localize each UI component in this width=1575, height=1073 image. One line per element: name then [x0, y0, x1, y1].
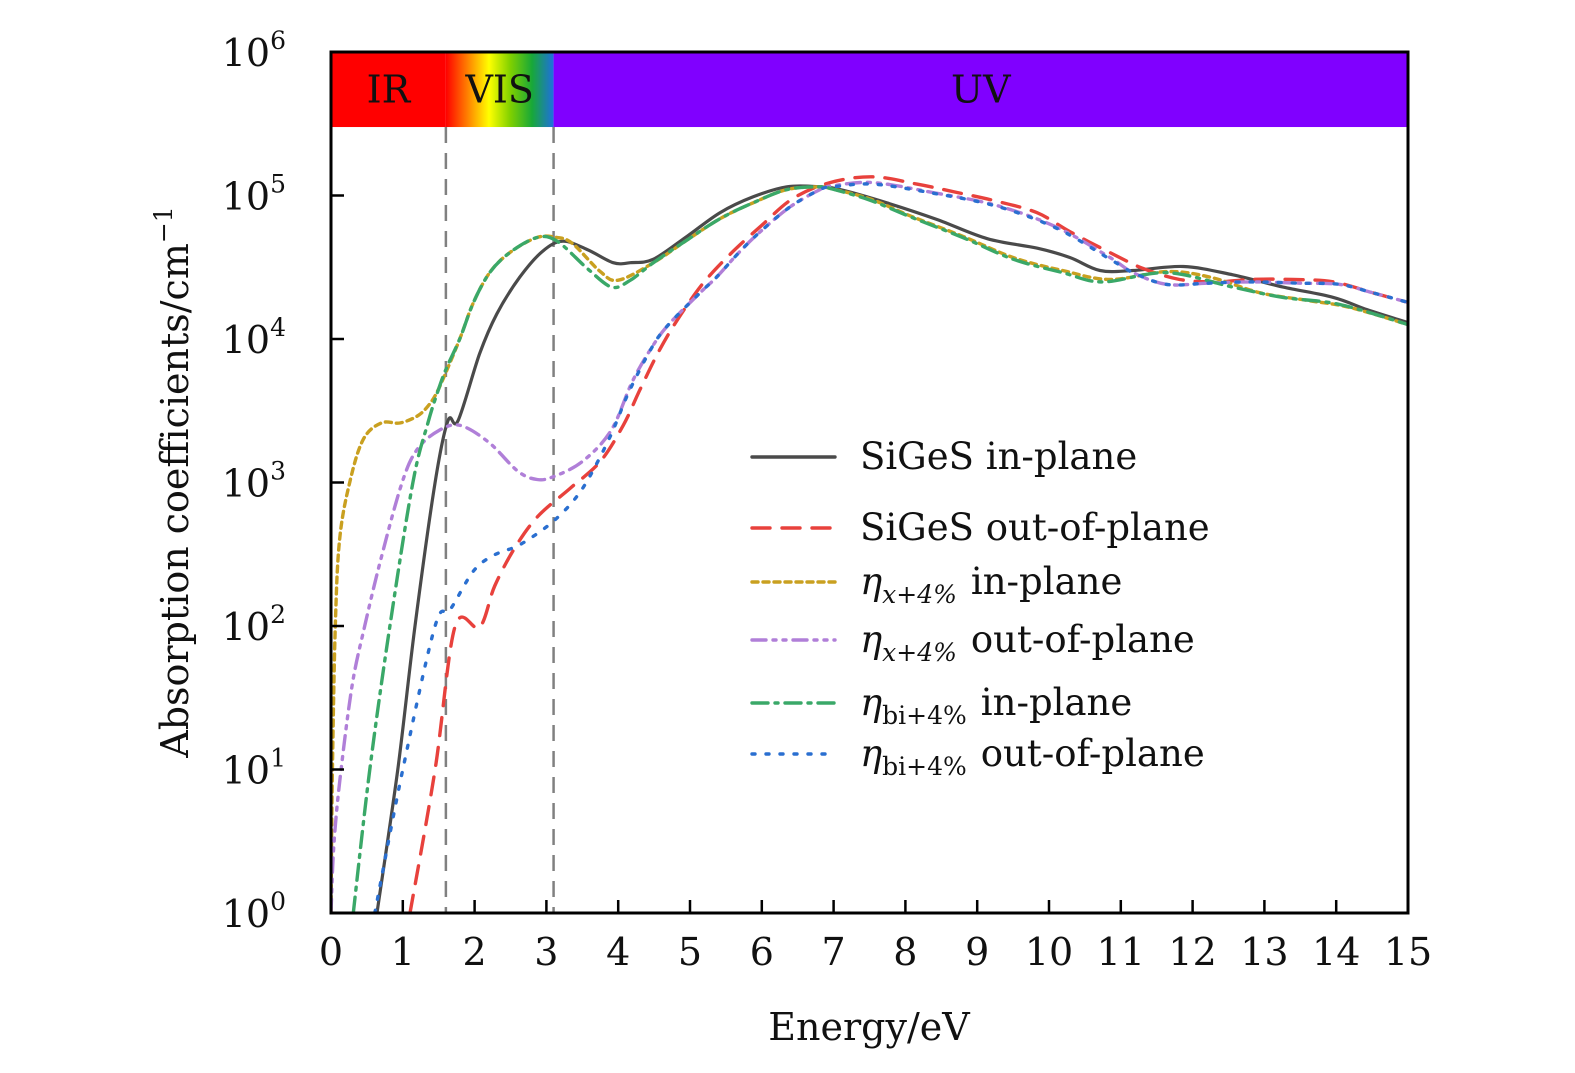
x-axis-title: Energy/eV: [768, 1005, 970, 1049]
band-label-vis: VIS: [464, 68, 534, 112]
band-label-ir: IR: [367, 68, 412, 112]
series-line-1: [408, 175, 1408, 913]
band-uv: [553, 52, 1408, 128]
y-axis-title-text: Absorption coefficients/cm: [153, 243, 197, 759]
band-vis: [445, 52, 554, 128]
legend-label: ηbi+4% in-plane: [860, 681, 1132, 730]
y-axis-title-superscript: −1: [149, 206, 178, 243]
x-tick-label: 13: [1240, 930, 1288, 974]
x-tick-label: 15: [1384, 930, 1432, 974]
x-tick-label: 14: [1312, 930, 1360, 974]
y-tick-label: 103: [222, 457, 286, 506]
y-axis-title: Absorption coefficients/cm−1: [149, 206, 197, 758]
legend-label: ηbi+4% out-of-plane: [860, 732, 1205, 781]
x-tick-label: 7: [822, 930, 846, 974]
x-tick-label: 10: [1025, 930, 1073, 974]
x-tick-label: 4: [606, 930, 630, 974]
x-tick-label: 0: [319, 930, 343, 974]
band-label-uv: UV: [951, 68, 1011, 112]
x-tick-label: 11: [1097, 930, 1145, 974]
y-axis-title-group: Absorption coefficients/cm−1: [149, 206, 197, 758]
legend-label: ηx+4% out-of-plane: [860, 618, 1195, 667]
y-tick-label: 104: [222, 313, 286, 362]
series-line-5: [373, 182, 1408, 913]
x-tick-label: 1: [391, 930, 415, 974]
legend: SiGeS in-plane SiGeS out-of-plane ηx+4% in-…: [750, 435, 1210, 781]
y-tick-label: 101: [222, 744, 286, 793]
region-boundaries: [444, 127, 555, 913]
x-tick-label: 8: [893, 930, 917, 974]
x-tick-label: 5: [678, 930, 702, 974]
y-axis: 100 101 102 103 104 105 106: [222, 26, 344, 936]
x-tick-label: 6: [750, 930, 774, 974]
x-tick-label: 3: [534, 930, 558, 974]
x-axis: 0 1 2 3 4 5 6 7 8 9 10 11 12 13 14 15: [319, 900, 1432, 974]
series-line-0: [375, 184, 1408, 913]
y-tick-label: 105: [222, 170, 286, 219]
y-tick-label: 106: [222, 26, 286, 75]
y-tick-label: 100: [222, 887, 286, 936]
legend-label: ηx+4% in-plane: [860, 560, 1122, 609]
series-line-2: [331, 184, 1408, 913]
spectral-bands: IR VIS UV: [331, 52, 1408, 128]
x-tick-label: 2: [463, 930, 487, 974]
series-layer: [331, 175, 1408, 913]
x-tick-label: 12: [1168, 930, 1216, 974]
x-tick-label: 9: [965, 930, 989, 974]
legend-label: SiGeS out-of-plane: [860, 506, 1210, 549]
band-ir: [331, 52, 446, 128]
y-tick-label: 102: [222, 600, 286, 649]
series-line-4: [351, 184, 1408, 913]
legend-label: SiGeS in-plane: [860, 435, 1137, 478]
